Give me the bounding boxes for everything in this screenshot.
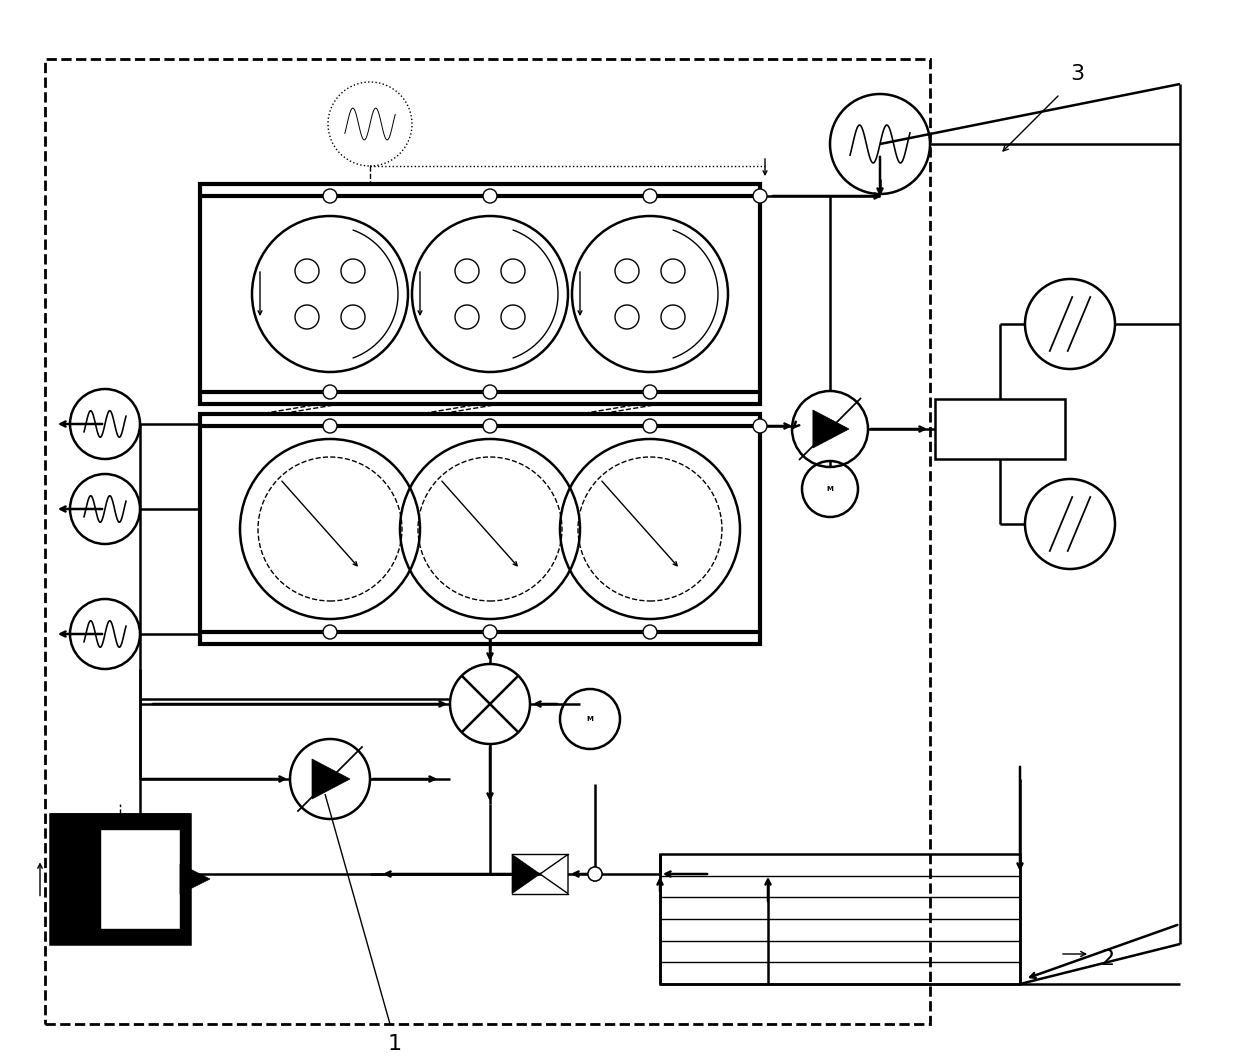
Circle shape (322, 189, 337, 203)
Circle shape (322, 625, 337, 639)
Circle shape (753, 189, 768, 203)
Polygon shape (180, 864, 210, 894)
Bar (935, 399, 1065, 459)
Circle shape (484, 189, 497, 203)
Bar (200, 414, 760, 644)
Polygon shape (312, 759, 350, 799)
Bar (100, 829, 180, 929)
Text: 3: 3 (1070, 64, 1084, 84)
Circle shape (644, 385, 657, 399)
Text: M: M (827, 486, 833, 492)
Polygon shape (512, 854, 539, 894)
Bar (45, 59, 930, 1024)
Circle shape (588, 867, 601, 881)
Polygon shape (813, 410, 849, 448)
Bar (50, 814, 190, 944)
Circle shape (484, 625, 497, 639)
Circle shape (322, 385, 337, 399)
Circle shape (753, 419, 768, 433)
Circle shape (588, 867, 601, 881)
Circle shape (484, 385, 497, 399)
Polygon shape (539, 854, 568, 894)
Bar (660, 854, 1021, 984)
Text: 1: 1 (388, 1034, 402, 1054)
Bar (200, 184, 760, 404)
Circle shape (322, 419, 337, 433)
Text: 2: 2 (1100, 949, 1114, 969)
Circle shape (644, 625, 657, 639)
Circle shape (644, 419, 657, 433)
Circle shape (484, 419, 497, 433)
Text: M: M (587, 716, 594, 722)
Circle shape (644, 189, 657, 203)
